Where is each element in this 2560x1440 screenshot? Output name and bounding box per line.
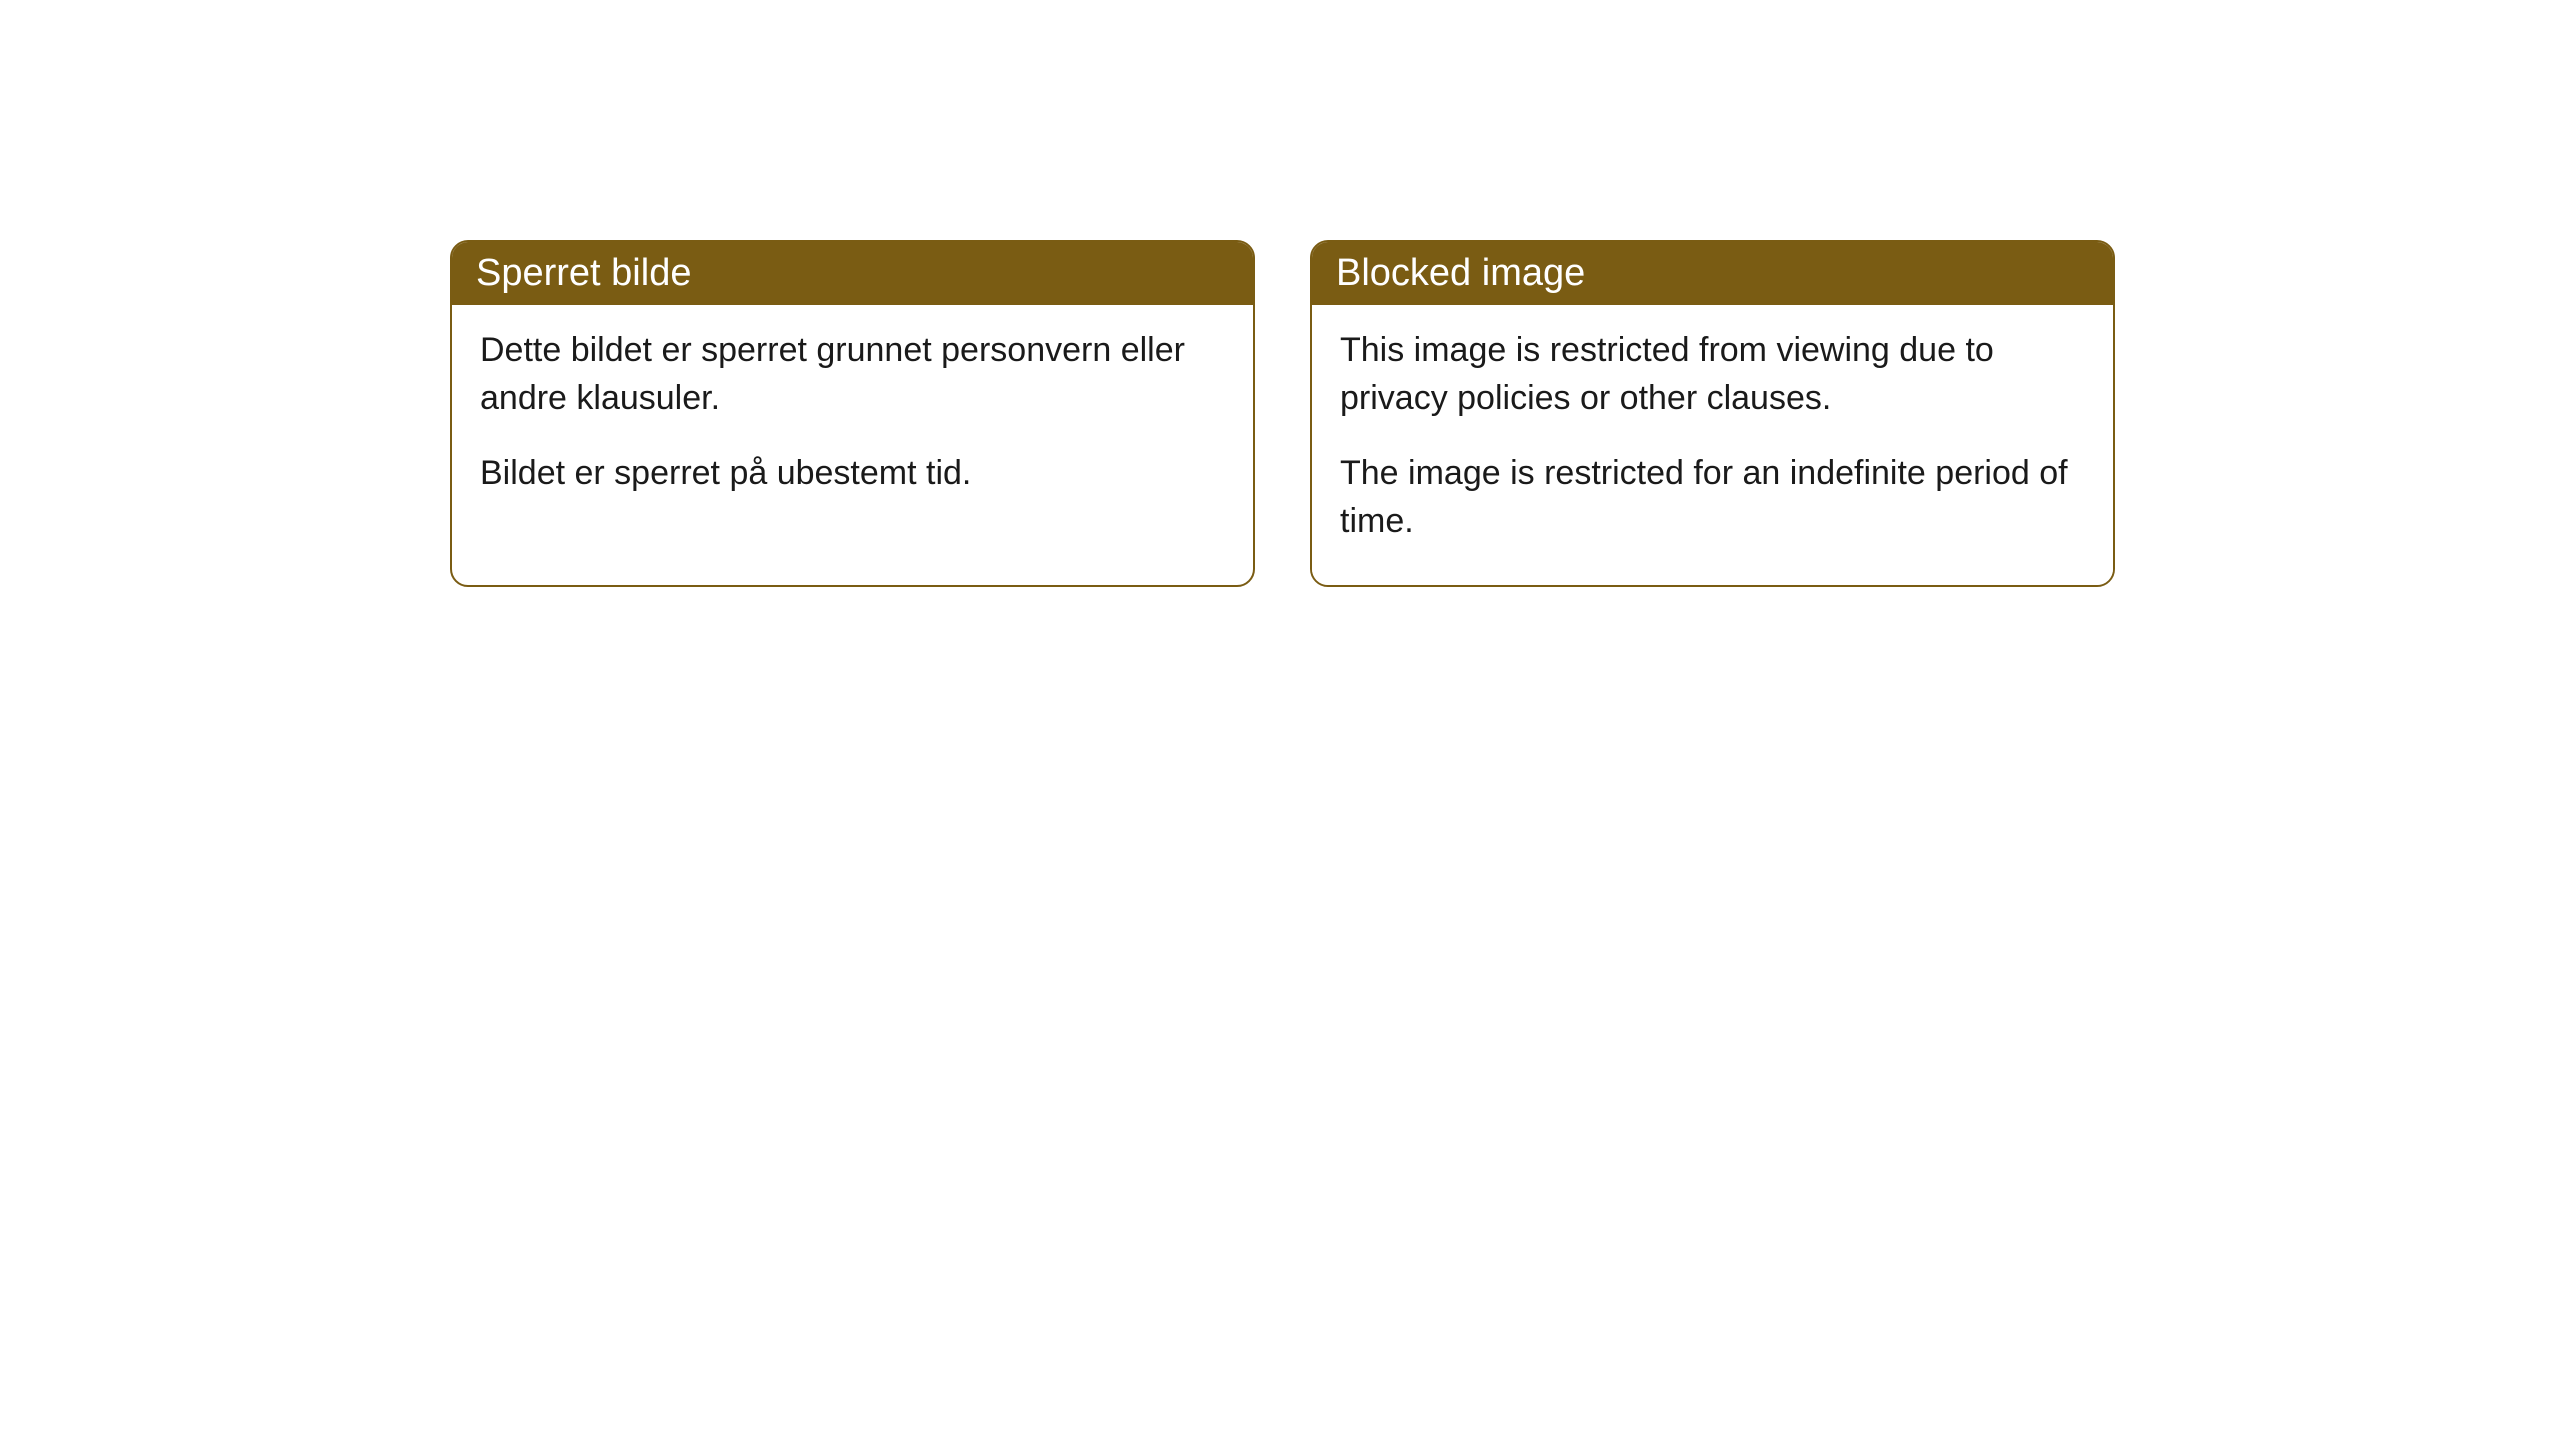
card-text-1-norwegian: Dette bildet er sperret grunnet personve…	[480, 327, 1225, 422]
cards-container: Sperret bilde Dette bildet er sperret gr…	[450, 240, 2560, 587]
card-text-1-english: This image is restricted from viewing du…	[1340, 327, 2085, 422]
card-text-2-norwegian: Bildet er sperret på ubestemt tid.	[480, 450, 1225, 498]
card-body-norwegian: Dette bildet er sperret grunnet personve…	[452, 305, 1253, 538]
card-title-norwegian: Sperret bilde	[476, 252, 691, 294]
card-norwegian: Sperret bilde Dette bildet er sperret gr…	[450, 240, 1255, 587]
card-text-2-english: The image is restricted for an indefinit…	[1340, 450, 2085, 545]
card-title-english: Blocked image	[1336, 252, 1585, 294]
card-english: Blocked image This image is restricted f…	[1310, 240, 2115, 587]
card-header-english: Blocked image	[1312, 242, 2113, 305]
card-header-norwegian: Sperret bilde	[452, 242, 1253, 305]
card-body-english: This image is restricted from viewing du…	[1312, 305, 2113, 585]
